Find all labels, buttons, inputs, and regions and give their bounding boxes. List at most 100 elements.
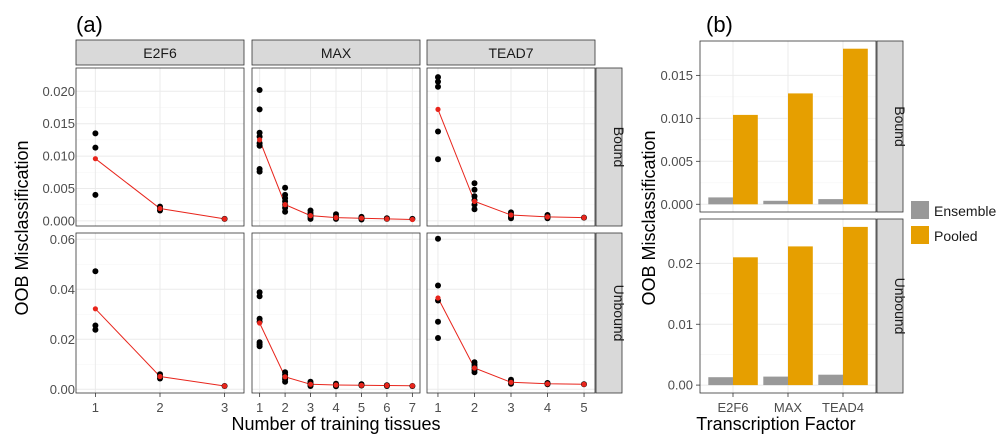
mean-point	[157, 373, 163, 380]
mean-point	[358, 215, 365, 221]
panel-a-faceted-scatter: E2F6 MAX TEAD7BoundUnbound0.0000.0050.0100…	[42, 39, 627, 415]
y-tick-label-bound: 0.000	[42, 213, 75, 228]
panel-a-y-axis-label: OOB Misclassification	[12, 140, 32, 315]
data-point	[92, 144, 99, 151]
data-point	[435, 318, 441, 325]
data-point	[471, 369, 478, 376]
y-tick-label-bound: 0.010	[42, 149, 75, 164]
data-point	[471, 180, 478, 187]
facet-strip-label-tead7: TEAD7	[488, 45, 533, 61]
bar-facet-row-bound-strip-label: Bound	[892, 106, 908, 146]
panel-e2f6-bound	[75, 67, 245, 227]
x-tick-label: 2	[156, 400, 163, 415]
mean-point	[581, 215, 587, 221]
bar-facet-row-unbound-strip	[876, 218, 904, 394]
data-point	[256, 142, 263, 149]
mean-point	[282, 202, 288, 208]
facet-strip-max	[251, 39, 421, 66]
bar-panel-bound: 0.000 0.005 0.010 0.015	[660, 40, 877, 213]
mean-point	[358, 382, 365, 388]
data-point	[282, 378, 289, 385]
facet-row-unbound-strip	[595, 232, 623, 394]
bar-ensemble-tead4	[818, 374, 844, 385]
mean-point	[384, 216, 390, 222]
mean-point	[544, 381, 551, 387]
facet-strip-label-max: MAX	[321, 45, 352, 61]
x-tick-label: 2	[281, 400, 288, 415]
y-tick-label: 0.02	[668, 256, 693, 271]
mean-point	[333, 215, 339, 221]
data-point	[92, 130, 99, 137]
data-point	[92, 191, 99, 198]
data-point	[282, 184, 289, 191]
bar-pooled-e2f6	[733, 114, 758, 205]
mean-point	[384, 382, 390, 389]
x-tick-label: 1	[92, 400, 99, 415]
y-tick-label: 0.01	[668, 317, 693, 332]
data-point	[435, 78, 441, 85]
mean-point	[435, 295, 441, 301]
data-point	[471, 186, 478, 193]
panel-label-b: (b)	[706, 12, 733, 37]
panel-e2f6-unbound: 1 2 3	[75, 232, 245, 415]
y-tick-label-unbound: 0.06	[50, 232, 75, 247]
bar-ensemble-e2f6	[708, 197, 734, 205]
data-point	[435, 83, 441, 90]
x-tick-label: 3	[221, 400, 228, 415]
mean-point	[508, 379, 514, 385]
facet-row-bound-strip-label: Bound	[611, 127, 627, 167]
mean-point	[92, 156, 98, 162]
y-tick-label-bound: 0.020	[42, 84, 75, 99]
data-point	[435, 74, 441, 81]
mean-point	[222, 383, 228, 389]
y-tick-label-unbound: 0.04	[50, 282, 75, 297]
panel-label-a: (a)	[76, 12, 103, 37]
bar-ensemble-max	[763, 200, 789, 205]
data-point	[435, 128, 441, 135]
data-point	[92, 326, 99, 333]
legend: Ensemble Pooled	[911, 201, 996, 244]
legend-swatch-ensemble	[911, 201, 929, 219]
facet-strip-label-e2f6: E2F6	[143, 45, 177, 61]
mean-point	[409, 216, 415, 223]
data-point	[256, 343, 263, 350]
y-tick-label-unbound: 0.00	[50, 382, 75, 397]
mean-point	[92, 306, 98, 312]
data-point	[435, 156, 441, 163]
panel-b-faceted-bar: 0.000 0.005 0.010 0.015 Bound 0.00 0.01 0.02 E2F…	[660, 40, 908, 415]
mean-point	[544, 214, 551, 220]
legend-label-ensemble: Ensemble	[934, 203, 996, 219]
panel-b-x-axis-label: Transcription Factor	[696, 414, 855, 434]
panel-max-bound	[251, 67, 421, 227]
mean-point	[409, 383, 415, 389]
data-point	[256, 106, 263, 113]
mean-point	[435, 106, 441, 112]
x-tick-label: 1	[434, 400, 441, 415]
data-point	[256, 293, 263, 300]
bar-ensemble-e2f6	[708, 377, 734, 386]
x-tick-label: 3	[307, 400, 314, 415]
y-tick-label: 0.015	[660, 68, 693, 83]
mean-point	[257, 137, 263, 143]
legend-label-pooled: Pooled	[934, 228, 978, 244]
bar-facet-row-unbound-strip-label: Unbound	[892, 278, 908, 335]
panel-max-unbound-border	[251, 232, 421, 394]
mean-point	[157, 205, 163, 212]
panel-tead7-bound	[426, 67, 596, 227]
bar-panel-unbound: 0.00 0.01 0.02 E2F6 MAX TEAD4	[668, 218, 877, 415]
mean-point	[508, 212, 514, 218]
data-point	[92, 268, 99, 275]
bar-pooled-e2f6	[733, 257, 758, 386]
y-tick-label-bound: 0.015	[42, 116, 75, 131]
x-tick-label: 1	[256, 400, 263, 415]
mean-point	[222, 216, 228, 222]
mean-point	[333, 382, 339, 388]
mean-point	[581, 381, 587, 387]
data-point	[471, 206, 478, 213]
mean-point	[257, 320, 263, 326]
mean-point	[471, 365, 478, 371]
bar-panel-bound-border	[699, 40, 877, 213]
bar-pooled-max	[788, 93, 813, 205]
x-tick-label: 7	[409, 400, 416, 415]
y-tick-label: 0.005	[660, 154, 693, 169]
